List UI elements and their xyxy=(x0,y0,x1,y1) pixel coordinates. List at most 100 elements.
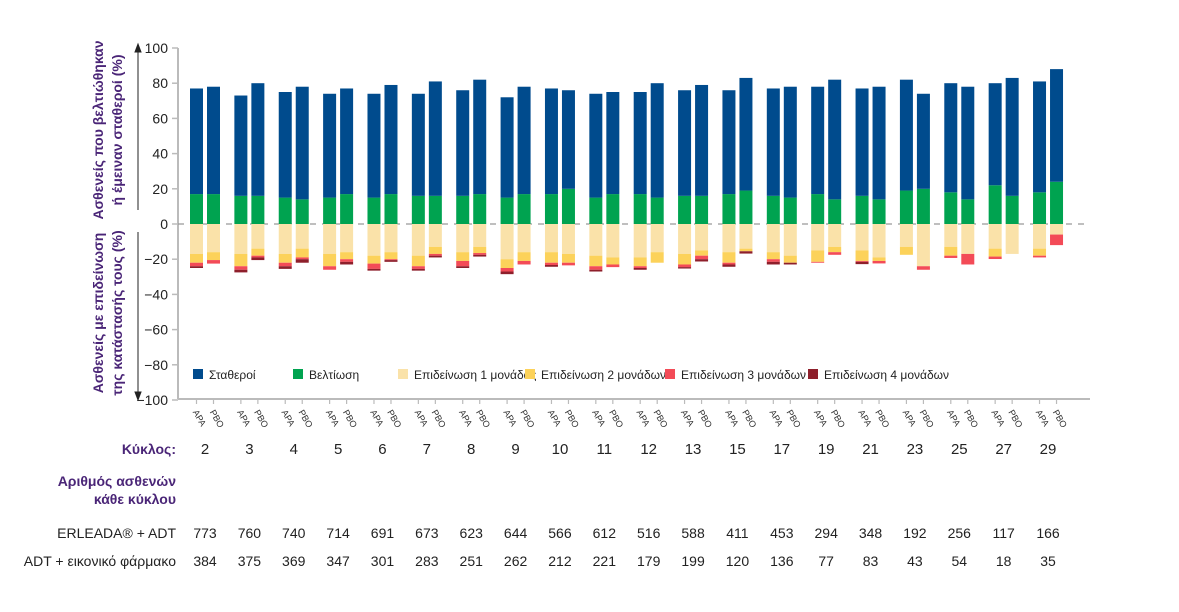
patients-cell: 120 xyxy=(726,553,750,569)
y-tick-label: 60 xyxy=(152,110,168,126)
cycle-number: 6 xyxy=(378,441,386,458)
bar-w1-apa-cycle-19 xyxy=(811,224,825,251)
bar-w4-pbo-cycle-4 xyxy=(295,259,309,263)
arm-label-apa: APA xyxy=(812,408,829,428)
bar-improved-pbo-cycle-13 xyxy=(695,195,709,224)
bar-w4-pbo-cycle-8 xyxy=(473,254,487,257)
bar-w4-apa-cycle-13 xyxy=(678,267,692,269)
patients-cell: 588 xyxy=(681,525,705,541)
bar-improved-apa-cycle-21 xyxy=(855,195,869,224)
bar-stable-apa-cycle-23 xyxy=(899,79,913,191)
bar-w3-apa-cycle-8 xyxy=(456,260,470,267)
bar-improved-pbo-cycle-5 xyxy=(340,194,354,224)
cycle-number: 25 xyxy=(951,441,968,458)
bar-stable-pbo-cycle-7 xyxy=(428,81,442,196)
bar-w3-pbo-cycle-9 xyxy=(517,260,531,265)
bar-improved-apa-cycle-17 xyxy=(766,195,780,224)
patients-cell: 384 xyxy=(193,553,217,569)
bar-improved-pbo-cycle-12 xyxy=(650,197,664,224)
patients-cell: 294 xyxy=(815,525,839,541)
bar-improved-apa-cycle-29 xyxy=(1033,192,1047,224)
cycle-label: Κύκλος: xyxy=(122,441,176,457)
bar-stable-apa-cycle-4 xyxy=(278,92,292,198)
bar-improved-apa-cycle-25 xyxy=(944,192,958,224)
bar-w3-pbo-cycle-25 xyxy=(961,253,975,265)
bar-improved-apa-cycle-6 xyxy=(367,197,381,224)
bar-w1-pbo-cycle-11 xyxy=(606,224,620,258)
bar-w1-pbo-cycle-17 xyxy=(783,224,797,256)
cycle-number: 15 xyxy=(729,441,746,458)
bar-w3-apa-cycle-3 xyxy=(234,266,248,270)
bar-stable-pbo-cycle-17 xyxy=(783,86,797,198)
bar-stable-apa-cycle-25 xyxy=(944,83,958,193)
cycle-number: 7 xyxy=(423,441,431,458)
cycle-number: 17 xyxy=(773,441,790,458)
y-tick-label: 80 xyxy=(152,75,168,91)
bar-stable-apa-cycle-7 xyxy=(411,93,425,196)
bar-w3-apa-cycle-5 xyxy=(323,266,337,270)
bar-improved-apa-cycle-13 xyxy=(678,195,692,224)
bar-w4-apa-cycle-12 xyxy=(633,268,647,270)
bar-stable-pbo-cycle-10 xyxy=(561,90,575,189)
bar-improved-pbo-cycle-8 xyxy=(473,194,487,224)
bar-stable-pbo-cycle-13 xyxy=(695,84,709,196)
arm-label-pbo: PBO xyxy=(696,408,714,429)
bar-w2-apa-cycle-13 xyxy=(678,253,692,265)
patients-cell: 644 xyxy=(504,525,528,541)
bar-w4-apa-cycle-21 xyxy=(855,261,869,265)
patients-cell: 612 xyxy=(593,525,617,541)
bar-w2-pbo-cycle-9 xyxy=(517,252,531,261)
bar-w3-apa-cycle-10 xyxy=(544,262,558,266)
bar-stable-apa-cycle-3 xyxy=(234,95,248,196)
arm-label-apa: APA xyxy=(901,408,918,428)
bar-w2-pbo-cycle-17 xyxy=(783,255,797,263)
bar-w3-pbo-cycle-13 xyxy=(695,255,709,260)
row-label-placebo: ADT + εικονικό φάρμακο xyxy=(24,553,176,569)
bar-w3-pbo-cycle-8 xyxy=(473,253,487,255)
bar-improved-pbo-cycle-2 xyxy=(207,194,220,224)
bar-stable-pbo-cycle-9 xyxy=(517,86,531,195)
bar-w2-apa-cycle-4 xyxy=(278,253,292,263)
bar-w1-apa-cycle-13 xyxy=(678,224,692,254)
y-axis-ticks: 100 80 60 40 20 0 −20 −40 −60 −80 −100 xyxy=(136,40,178,408)
bar-improved-apa-cycle-2 xyxy=(190,194,203,224)
bar-w3-apa-cycle-25 xyxy=(944,255,958,258)
bar-stable-apa-cycle-11 xyxy=(589,93,603,198)
bar-w2-apa-cycle-25 xyxy=(944,246,958,256)
y-tick-label: −40 xyxy=(144,286,168,302)
arm-label-apa: APA xyxy=(501,408,518,428)
patients-cell: 411 xyxy=(726,525,749,541)
patients-cell: 566 xyxy=(548,525,572,541)
patients-cell: 262 xyxy=(504,553,528,569)
bar-w2-pbo-cycle-15 xyxy=(739,248,753,252)
bar-improved-pbo-cycle-6 xyxy=(384,194,398,224)
patients-table-header-line1: Αριθμός ασθενών xyxy=(58,473,177,489)
bar-w1-apa-cycle-12 xyxy=(633,224,647,258)
patients-cell: 760 xyxy=(238,525,262,541)
bar-improved-apa-cycle-9 xyxy=(500,197,514,224)
bar-stable-pbo-cycle-25 xyxy=(961,86,975,200)
bar-w2-apa-cycle-8 xyxy=(456,252,470,261)
patients-cell: 136 xyxy=(770,553,794,569)
arm-label-apa: APA xyxy=(945,408,962,428)
cycle-number: 11 xyxy=(597,441,613,458)
row-label-erleada: ERLEADA® + ADT xyxy=(57,525,176,541)
bar-improved-pbo-cycle-25 xyxy=(961,199,975,224)
bar-w2-pbo-cycle-12 xyxy=(650,252,664,263)
patients-cell: 623 xyxy=(460,525,484,541)
bar-improved-pbo-cycle-3 xyxy=(251,195,265,224)
arrow-up-icon xyxy=(134,42,142,53)
bar-w2-pbo-cycle-10 xyxy=(561,253,575,263)
bar-w4-apa-cycle-11 xyxy=(589,269,603,272)
arm-label-apa: APA xyxy=(191,408,208,428)
bar-w2-pbo-cycle-11 xyxy=(606,257,620,265)
bar-stable-pbo-cycle-11 xyxy=(606,92,620,195)
cycle-number: 2 xyxy=(201,441,209,458)
bar-improved-pbo-cycle-7 xyxy=(428,195,442,224)
patients-cell: 54 xyxy=(952,553,968,569)
arm-label-apa: APA xyxy=(324,408,341,428)
arm-label-apa: APA xyxy=(235,408,252,428)
bar-w2-apa-cycle-11 xyxy=(589,255,603,267)
arm-label-pbo: PBO xyxy=(563,408,581,429)
bar-w1-pbo-cycle-3 xyxy=(251,224,265,249)
